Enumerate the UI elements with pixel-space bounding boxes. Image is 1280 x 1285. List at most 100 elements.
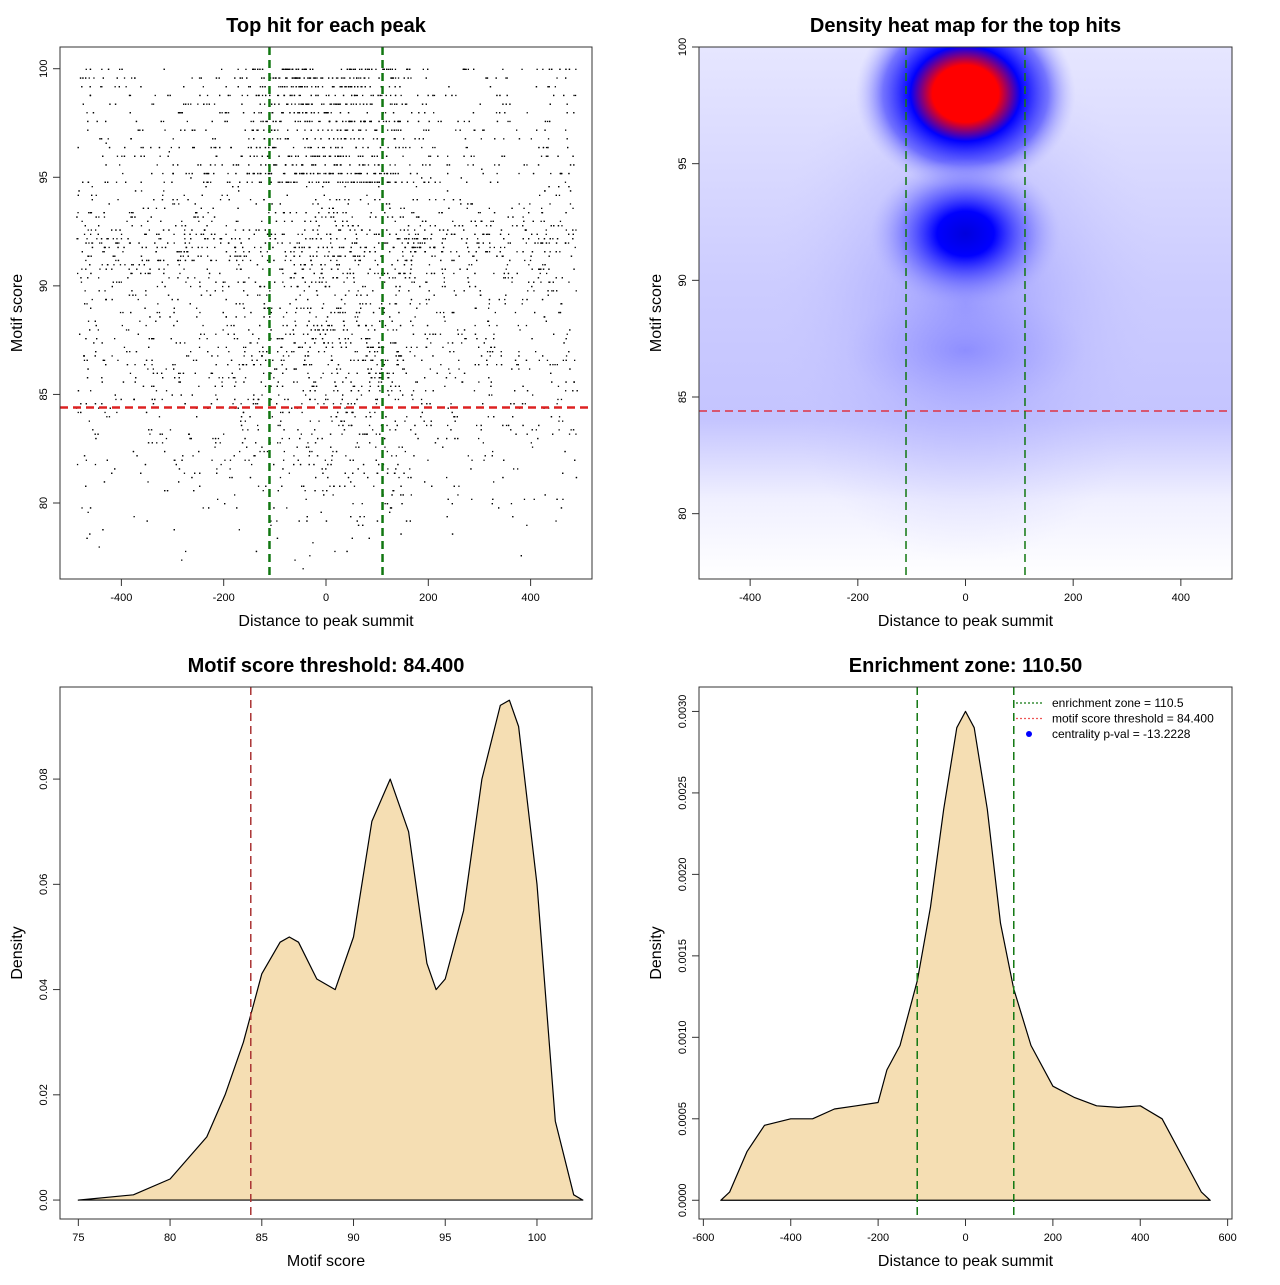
- scatter-point: [454, 486, 455, 487]
- scatter-point: [534, 499, 535, 500]
- scatter-point: [511, 208, 512, 209]
- scatter-point: [399, 386, 400, 387]
- scatter-point: [406, 69, 407, 70]
- scatter-point: [212, 121, 213, 122]
- scatter-point: [147, 520, 148, 521]
- scatter-point: [325, 399, 326, 400]
- scatter-point: [195, 203, 196, 204]
- scatter-point: [198, 451, 199, 452]
- scatter-point: [85, 338, 86, 339]
- scatter-point: [239, 364, 240, 365]
- scatter-point: [399, 238, 400, 239]
- scatter-point: [419, 303, 420, 304]
- scatter-point: [303, 138, 304, 139]
- scatter-point: [359, 182, 360, 183]
- scatter-point: [418, 234, 419, 235]
- scatter-point: [354, 416, 355, 417]
- scatter-point: [82, 221, 83, 222]
- scatter-point: [417, 247, 418, 248]
- scatter-point: [370, 216, 371, 217]
- scatter-point: [418, 216, 419, 217]
- scatter-point: [395, 95, 396, 96]
- scatter-point: [194, 473, 195, 474]
- scatter-point: [519, 329, 520, 330]
- scatter-point: [329, 208, 330, 209]
- scatter-point: [280, 121, 281, 122]
- scatter-point: [103, 77, 104, 78]
- scatter-point: [526, 325, 527, 326]
- scatter-point: [307, 77, 308, 78]
- scatter-point: [454, 438, 455, 439]
- scatter-point: [372, 290, 373, 291]
- scatter-point: [394, 104, 395, 105]
- scatter-point: [286, 507, 287, 508]
- scatter-point: [316, 316, 317, 317]
- scatter-point: [390, 95, 391, 96]
- scatter-point: [371, 121, 372, 122]
- scatter-point: [364, 473, 365, 474]
- scatter-point: [193, 360, 194, 361]
- scatter-point: [313, 325, 314, 326]
- scatter-point: [377, 351, 378, 352]
- scatter-point: [298, 460, 299, 461]
- scatter-point: [537, 242, 538, 243]
- scatter-point: [420, 225, 421, 226]
- scatter-point: [177, 277, 178, 278]
- scatter-point: [87, 377, 88, 378]
- scatter-point: [99, 546, 100, 547]
- scatter-point: [311, 364, 312, 365]
- scatter-point: [162, 399, 163, 400]
- scatter-point: [369, 412, 370, 413]
- scatter-point: [315, 95, 316, 96]
- scatter-point: [400, 494, 401, 495]
- scatter-point: [275, 164, 276, 165]
- scatter-point: [147, 368, 148, 369]
- scatter-point: [536, 130, 537, 131]
- scatter-point: [265, 147, 266, 148]
- scatter-point: [159, 416, 160, 417]
- scatter-point: [306, 520, 307, 521]
- scatter-point: [485, 338, 486, 339]
- scatter-point: [241, 425, 242, 426]
- scatter-point: [261, 447, 262, 448]
- scatter-point: [302, 112, 303, 113]
- scatter-point: [245, 347, 246, 348]
- scatter-point: [314, 156, 315, 157]
- scatter-point: [530, 260, 531, 261]
- scatter-point: [316, 290, 317, 291]
- scatter-point: [538, 164, 539, 165]
- scatter-point: [406, 238, 407, 239]
- scatter-point: [402, 251, 403, 252]
- scatter-point: [333, 486, 334, 487]
- scatter-point: [209, 104, 210, 105]
- scatter-point: [253, 121, 254, 122]
- scatter-point: [366, 247, 367, 248]
- scatter-point: [413, 212, 414, 213]
- scatter-point: [290, 182, 291, 183]
- scatter-point: [129, 351, 130, 352]
- scatter-point: [357, 173, 358, 174]
- scatter-point: [459, 256, 460, 257]
- scatter-point: [324, 256, 325, 257]
- scatter-point: [182, 455, 183, 456]
- scatter-point: [260, 86, 261, 87]
- scatter-point: [241, 416, 242, 417]
- scatter-point: [523, 216, 524, 217]
- scatter-point: [194, 147, 195, 148]
- scatter-point: [271, 130, 272, 131]
- scatter-point: [267, 451, 268, 452]
- scatter-point: [282, 364, 283, 365]
- scatter-point: [345, 295, 346, 296]
- scatter-point: [306, 499, 307, 500]
- scatter-point: [173, 312, 174, 313]
- scatter-point: [261, 394, 262, 395]
- scatter-point: [467, 238, 468, 239]
- scatter-point: [557, 238, 558, 239]
- scatter-point: [286, 325, 287, 326]
- scatter-point: [140, 473, 141, 474]
- scatter-point: [356, 399, 357, 400]
- scatter-point: [374, 199, 375, 200]
- scatter-point: [278, 381, 279, 382]
- scatter-point: [565, 390, 566, 391]
- scatter-point: [258, 112, 259, 113]
